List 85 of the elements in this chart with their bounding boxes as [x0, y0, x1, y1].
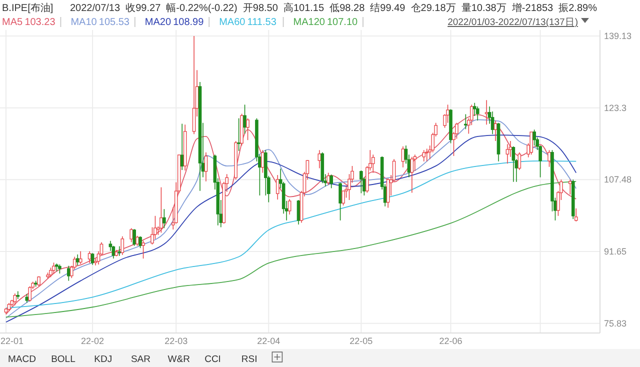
candlestick: [52, 262, 56, 274]
candlestick: [506, 144, 510, 164]
candlestick: [78, 250, 82, 264]
y-tick-label: 75.83: [604, 318, 627, 328]
text: 103.23: [24, 17, 56, 28]
candlestick: [330, 174, 333, 189]
candlestick: [574, 208, 578, 222]
candlestick: [90, 252, 94, 266]
x-tick-label: 22-04: [257, 336, 280, 346]
candlestick: [530, 132, 533, 156]
candlestick: [532, 129, 536, 146]
text: MACD: [8, 354, 36, 365]
candlestick: [237, 118, 240, 152]
y-tick-label: 139.13: [604, 30, 632, 41]
candlestick: [130, 228, 133, 243]
x-tick-label: 22-06: [439, 336, 462, 346]
candlestick: [243, 104, 246, 134]
text: SAR: [130, 354, 151, 365]
candlestick: [13, 293, 17, 306]
text: BOLL: [51, 354, 76, 365]
candlestick: [112, 245, 116, 259]
candlestick: [512, 146, 516, 182]
x-tick-label: 22-05: [350, 336, 373, 346]
text: MA60: [219, 17, 246, 28]
candlestick: [360, 170, 363, 194]
chart-subtitle: 2022/07/13 收99.27 幅-0.22%(-0.22) 开98.50 高101.15 低98.28 结99.49 仓29.18万 量10.38万 增-21853 振2.89%: [70, 2, 598, 14]
candlestick: [162, 208, 166, 229]
candlestick: [338, 182, 342, 221]
candlestick: [288, 198, 292, 215]
candlestick: [386, 178, 390, 208]
candlestick: [246, 118, 250, 140]
candlestick: [548, 150, 551, 168]
candlestick: [88, 250, 92, 264]
candlestick: [472, 102, 476, 116]
candlestick: [371, 154, 375, 174]
text: MA5: [2, 17, 23, 28]
candlestick: [276, 174, 280, 200]
text: KDJ: [94, 354, 112, 365]
y-tick-label: 123.3: [604, 102, 627, 113]
text: RSI: [241, 354, 258, 365]
candlestick: [476, 106, 480, 121]
candlestick: [16, 290, 20, 300]
candlestick: [180, 123, 184, 170]
text: MA10: [70, 17, 98, 28]
candlestick: [160, 186, 163, 234]
x-tick-label: 22-02: [81, 336, 104, 346]
candlestick: [342, 190, 345, 206]
candlestick: [422, 150, 426, 162]
candlestick: [484, 100, 488, 126]
x-tick-label: 22-01: [0, 336, 24, 346]
candlestick: [120, 236, 124, 256]
candlestick: [401, 146, 405, 168]
line-series: [6, 180, 577, 318]
candlestick: [138, 236, 142, 249]
candlestick: [204, 152, 208, 182]
candlestick: [568, 179, 572, 195]
candlestick: [425, 148, 429, 162]
candlestick: [142, 240, 145, 259]
text: CCI: [204, 354, 221, 365]
chart-title: B.IPE[布油]: [2, 2, 54, 14]
candlestick: [58, 264, 62, 274]
text: MA20: [144, 17, 172, 28]
candlestick: [494, 120, 498, 142]
y-tick-label: 91.65: [604, 246, 627, 257]
text: 111.53: [247, 17, 277, 28]
candlestick: [136, 235, 139, 246]
candlestick: [464, 114, 468, 130]
candlestick: [518, 152, 522, 170]
x-tick-label: 22-03: [164, 336, 188, 346]
text: 108.99: [173, 17, 204, 28]
text: W&R: [168, 354, 190, 365]
y-tick-label: 107.48: [604, 174, 632, 185]
candlestick: [67, 265, 70, 282]
text: 2022/01/03-2022/07/13(137日): [448, 17, 578, 28]
candlestick: [261, 150, 264, 174]
text: MA120: [293, 17, 326, 28]
candlestick: [296, 200, 300, 225]
candlestick: [192, 36, 196, 135]
candlestick: [132, 228, 136, 246]
candlestick: [326, 172, 330, 186]
candlestick: [28, 286, 32, 302]
text: 107.10: [327, 17, 358, 28]
candlestick: [410, 156, 414, 194]
candlestick: [76, 254, 80, 266]
text: 105.53: [98, 17, 130, 28]
